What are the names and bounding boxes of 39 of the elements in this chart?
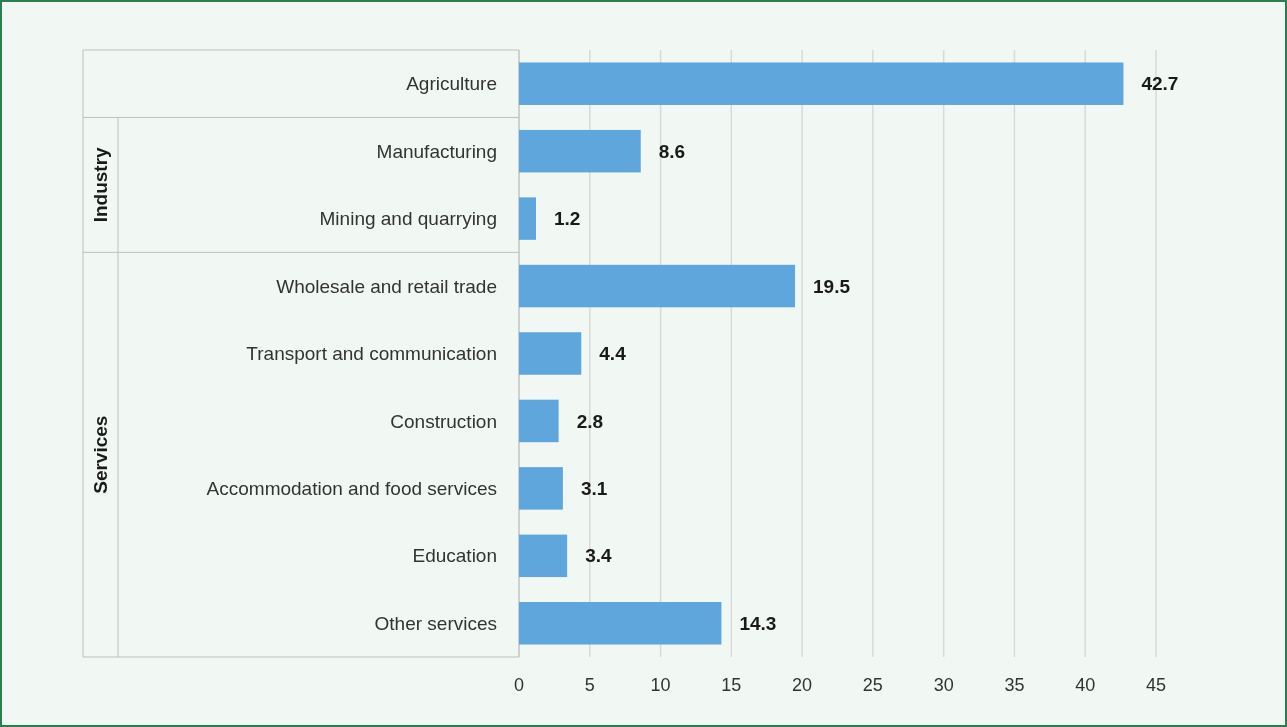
y-tick-label: Accommodation and food services bbox=[206, 478, 497, 500]
x-tick-label: 0 bbox=[513, 675, 525, 695]
x-tick-label: 20 bbox=[792, 675, 813, 695]
y-tick-label: Transport and communication bbox=[246, 343, 497, 365]
data-label: 19.5 bbox=[813, 275, 851, 297]
text: Services bbox=[90, 415, 112, 494]
data-label: 8.6 bbox=[658, 140, 686, 162]
bar bbox=[519, 399, 559, 443]
bar bbox=[519, 62, 1124, 105]
y-tick-label: Agriculture bbox=[406, 73, 497, 95]
x-tick-label: 25 bbox=[862, 675, 883, 695]
bar bbox=[519, 332, 582, 375]
data-label: 3.1 bbox=[580, 478, 608, 500]
data-label: 42.7 bbox=[1141, 73, 1179, 95]
bar bbox=[519, 197, 536, 240]
x-tick-label: 5 bbox=[584, 675, 595, 695]
y-tick-label: Education bbox=[412, 545, 497, 567]
x-tick-label: 35 bbox=[1004, 675, 1025, 695]
x-tick-label: 40 bbox=[1075, 675, 1096, 695]
data-label: 4.4 bbox=[599, 343, 627, 365]
data-label: 3.4 bbox=[585, 545, 612, 567]
text: Industry bbox=[90, 146, 112, 223]
data-label: 14.3 bbox=[739, 612, 777, 634]
data-label: 1.2 bbox=[553, 208, 581, 230]
bar bbox=[519, 264, 796, 308]
y-tick-label: Construction bbox=[390, 410, 497, 432]
bar bbox=[519, 467, 563, 510]
x-tick-label: 10 bbox=[650, 675, 671, 695]
y-tick-label: Wholesale and retail trade bbox=[276, 275, 497, 297]
x-tick-label: 45 bbox=[1145, 675, 1167, 695]
data-label: 2.8 bbox=[576, 410, 604, 432]
y-tick-label: Mining and quarrying bbox=[319, 208, 497, 230]
bar bbox=[519, 602, 722, 645]
x-tick-label: 15 bbox=[721, 675, 742, 695]
y-tick-label: Other services bbox=[374, 612, 497, 634]
x-tick-label: 30 bbox=[933, 675, 954, 695]
bar bbox=[519, 534, 568, 578]
bar bbox=[519, 129, 641, 173]
y-tick-label: Manufacturing bbox=[376, 140, 497, 162]
